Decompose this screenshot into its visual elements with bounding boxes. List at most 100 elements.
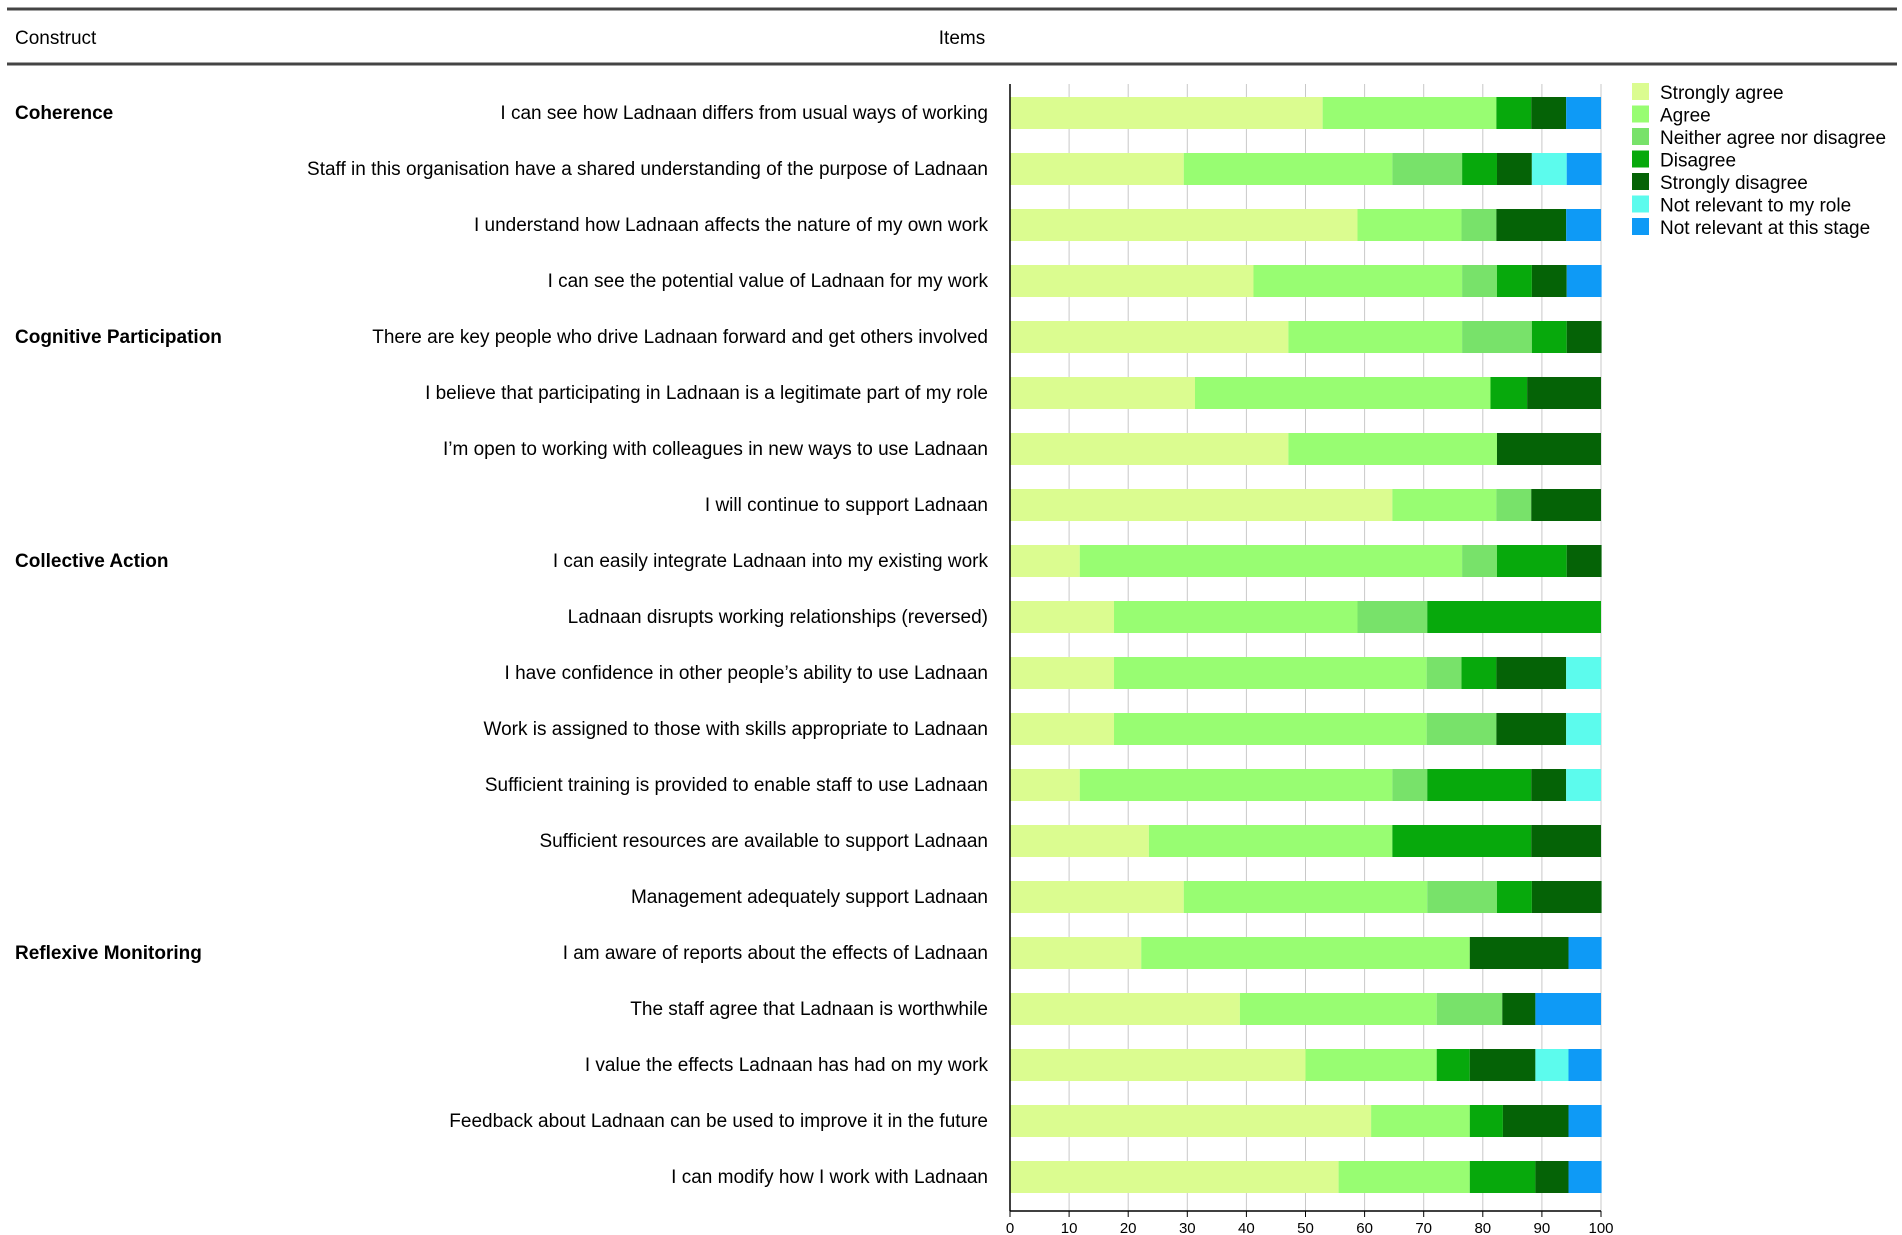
bar-segment <box>1461 657 1497 689</box>
bar-segment <box>1496 265 1532 297</box>
item-label: I am aware of reports about the effects … <box>563 943 988 964</box>
bar-segment <box>1010 657 1115 689</box>
bar-segment <box>1566 657 1601 689</box>
bar-segment <box>1531 489 1601 521</box>
item-label: Sufficient resources are available to su… <box>539 831 988 852</box>
x-tick-label: 70 <box>1415 1220 1432 1235</box>
item-label: I believe that participating in Ladnaan … <box>425 383 988 404</box>
bar-segment <box>1566 713 1601 745</box>
bar-segment <box>1427 601 1601 633</box>
legend-label: Not relevant at this stage <box>1660 218 1870 239</box>
bar-segment <box>1288 321 1463 353</box>
bar-segment <box>1239 993 1437 1025</box>
bar-segment <box>1426 657 1462 689</box>
item-label: I understand how Ladnaan affects the nat… <box>474 215 989 236</box>
bar-segment <box>1148 825 1393 857</box>
bar-segment <box>1010 489 1393 521</box>
bar-segment <box>1010 265 1254 297</box>
bar-segment <box>1010 601 1115 633</box>
bar-segment <box>1496 545 1567 577</box>
bar-segment <box>1461 209 1497 241</box>
bar-segment <box>1392 769 1428 801</box>
bar-segment <box>1392 489 1497 521</box>
bar-segment <box>1469 1161 1536 1193</box>
bar-segment <box>1010 1105 1372 1137</box>
x-tick-label: 100 <box>1588 1220 1613 1235</box>
legend-label: Strongly agree <box>1660 83 1784 104</box>
item-label: There are key people who drive Ladnaan f… <box>372 327 988 348</box>
construct-label: Cognitive Participation <box>15 327 222 348</box>
item-label: I can see the potential value of Ladnaan… <box>548 271 989 292</box>
bar-segment <box>1010 825 1149 857</box>
bar-segment <box>1531 881 1602 913</box>
item-label: I can easily integrate Ladnaan into my e… <box>553 551 989 572</box>
bar-segment <box>1496 433 1601 465</box>
bar-segment <box>1305 1049 1437 1081</box>
bar-segment <box>1469 937 1569 969</box>
bar-segment <box>1010 433 1289 465</box>
bar-segment <box>1426 713 1497 745</box>
x-axis: 0 10 20 30 40 50 60 70 80 90 100 <box>1006 84 1614 1235</box>
item-label: I will continue to support Ladnaan <box>705 495 988 516</box>
bar-segment <box>1496 657 1567 689</box>
legend-swatch <box>1632 83 1649 100</box>
bar-segment <box>1357 209 1462 241</box>
bar-segment <box>1568 1105 1602 1137</box>
bar-segment <box>1010 545 1080 577</box>
bar-segment <box>1566 321 1602 353</box>
x-tick-label: 10 <box>1061 1220 1078 1235</box>
x-tick-label: 20 <box>1120 1220 1137 1235</box>
bar-segment <box>1531 321 1567 353</box>
legend-swatch <box>1632 105 1649 123</box>
bar-segment <box>1183 881 1428 913</box>
bar-segment <box>1010 1161 1339 1193</box>
legend-label: Neither agree nor disagree <box>1660 128 1886 149</box>
construct-label: Reflexive Monitoring <box>15 943 202 964</box>
bar-segment <box>1392 825 1532 857</box>
bar-segment <box>1535 1049 1569 1081</box>
bar-segment <box>1462 153 1497 185</box>
bar-segment <box>1531 97 1567 129</box>
x-tick-label: 0 <box>1006 1220 1014 1235</box>
bar-segment <box>1010 881 1184 913</box>
bar-segment <box>1079 769 1393 801</box>
bar-segment <box>1469 1105 1503 1137</box>
bar-segment <box>1462 545 1497 577</box>
item-label: Management adequately support Ladnaan <box>631 887 988 908</box>
bar-segment <box>1010 153 1184 185</box>
bar-segment <box>1392 153 1463 185</box>
bar-segment <box>1502 993 1536 1025</box>
item-label: I can see how Ladnaan differs from usual… <box>500 103 988 124</box>
item-label: I value the effects Ladnaan has had on m… <box>585 1055 989 1076</box>
bars <box>1010 97 1602 1193</box>
bar-segment <box>1496 153 1532 185</box>
bar-segment <box>1568 937 1602 969</box>
item-label: Ladnaan disrupts working relationships (… <box>568 607 988 628</box>
bar-segment <box>1566 545 1602 577</box>
construct-label: Coherence <box>15 103 113 124</box>
bar-segment <box>1502 1105 1569 1137</box>
legend-swatch <box>1632 150 1649 168</box>
bar-segment <box>1183 153 1393 185</box>
legend-swatch <box>1632 195 1649 213</box>
bar-segment <box>1288 433 1497 465</box>
x-tick-label: 40 <box>1238 1220 1255 1235</box>
bar-segment <box>1531 265 1567 297</box>
bar-segment <box>1535 1161 1569 1193</box>
bar-segment <box>1010 769 1080 801</box>
legend-label: Strongly disagree <box>1660 173 1808 194</box>
grid <box>1068 84 1602 1211</box>
bar-segment <box>1114 657 1427 689</box>
legend-swatch <box>1632 128 1649 145</box>
bar-segment <box>1010 713 1115 745</box>
bar-segment <box>1322 97 1497 129</box>
item-label: Sufficient training is provided to enabl… <box>485 775 988 796</box>
bar-segment <box>1566 265 1602 297</box>
bar-segment <box>1253 265 1463 297</box>
bar-segment <box>1490 377 1528 409</box>
bar-segment <box>1496 881 1532 913</box>
legend-swatch <box>1632 173 1649 190</box>
bar-segment <box>1531 153 1567 185</box>
bar-segment <box>1566 209 1601 241</box>
